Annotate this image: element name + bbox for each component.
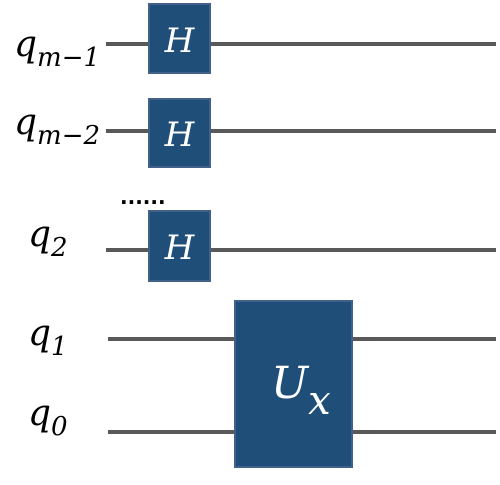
hadamard-gate-q-m-1: H	[148, 3, 211, 74]
gate-box	[148, 98, 211, 168]
qubit-label-m-2: qm−2	[14, 102, 100, 151]
gate-symbol: H	[164, 228, 196, 268]
gate-symbol: H	[164, 21, 196, 61]
gate-symbol: H	[164, 115, 196, 155]
qubit-label-1: q1	[28, 313, 68, 362]
qubit-label-m-1: qm−1	[14, 24, 100, 73]
unitary-gate-ux: Ux	[234, 300, 353, 468]
gate-symbol: Ux	[271, 358, 331, 424]
qubit-label-2: q2	[28, 214, 68, 263]
hadamard-gate-q-m-2: H	[148, 98, 211, 168]
gate-box	[148, 3, 211, 74]
hadamard-gate-q2: H	[148, 210, 211, 282]
gate-box	[234, 300, 353, 468]
ellipsis: ......	[120, 185, 166, 209]
gate-box	[148, 210, 211, 282]
qubit-label-0: q0	[28, 393, 68, 442]
